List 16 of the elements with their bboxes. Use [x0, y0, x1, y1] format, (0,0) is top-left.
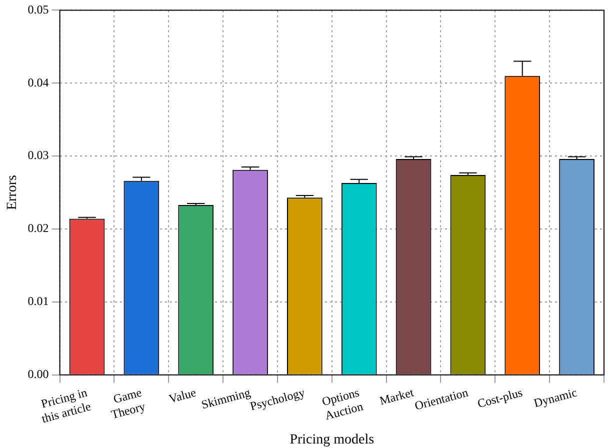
x-tick-label: Options Auction	[320, 385, 364, 423]
y-tick-label: 0.02	[28, 221, 49, 236]
x-tick-label: Game Theory	[110, 385, 147, 422]
x-tick-label: Cost-plus	[476, 385, 524, 411]
x-tick-label: Market	[378, 385, 416, 408]
x-tick-label: Orientation	[413, 385, 470, 413]
x-axis-title: Pricing models	[290, 432, 374, 448]
x-tick-label: Dynamic	[532, 385, 578, 410]
y-axis-title: Errors	[5, 175, 20, 210]
y-tick-label: 0.04	[28, 75, 49, 90]
y-tick-label: 0.03	[28, 148, 49, 162]
y-tick-label: 0.05	[28, 2, 49, 16]
x-tick-label: Value	[167, 385, 198, 406]
x-tick-label: Pricing in this article	[40, 385, 92, 426]
y-tick-label: 0.00	[28, 367, 49, 382]
y-tick-label: 0.01	[28, 294, 49, 308]
